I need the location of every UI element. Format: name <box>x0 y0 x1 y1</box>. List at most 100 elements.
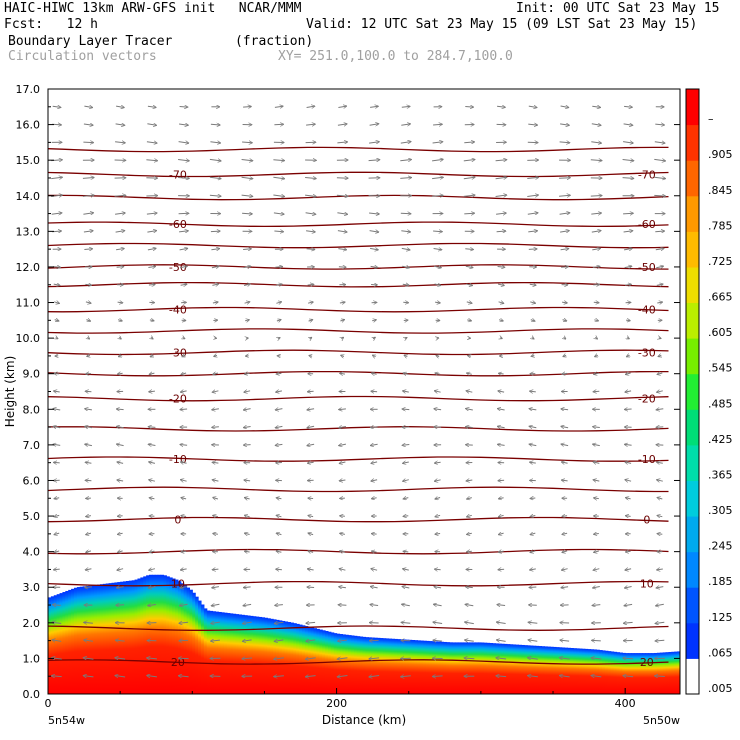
tracer-strip <box>169 577 173 694</box>
contour-label: -50 <box>638 261 656 274</box>
vector-arrow <box>370 106 378 107</box>
tracer-strip <box>356 636 361 694</box>
tracer-strip <box>226 613 231 694</box>
vector-arrow <box>371 427 378 428</box>
tracer-strip <box>261 617 266 694</box>
vector-arrow <box>82 195 94 196</box>
tracer-strip <box>307 626 312 694</box>
vector-arrow <box>181 462 187 463</box>
colorbar-label: .485 <box>708 397 733 410</box>
vector-arrow <box>179 266 187 268</box>
vector-arrow <box>371 480 378 481</box>
vector-arrow <box>54 320 59 321</box>
vector-arrow <box>432 177 443 178</box>
vector-arrow <box>657 498 663 500</box>
vector-arrow <box>83 658 94 660</box>
vector-arrow <box>86 551 92 553</box>
vector-arrow <box>336 195 348 196</box>
vector-arrow <box>433 640 443 641</box>
colorbar-swatch <box>686 89 699 126</box>
vector-arrow <box>591 142 601 143</box>
vector-arrow <box>654 195 665 196</box>
vector-arrow <box>435 391 441 392</box>
vector-arrow <box>435 534 441 535</box>
tracer-strip <box>668 651 672 694</box>
vector-arrow <box>337 142 347 143</box>
tracer-strip <box>553 646 557 694</box>
vector-arrow <box>307 444 315 445</box>
colorbar-frame <box>685 88 700 695</box>
vector-arrow <box>656 587 664 588</box>
vector-arrow <box>562 569 568 570</box>
y-tick-label: 4.0 <box>23 546 41 559</box>
vector-arrow <box>655 622 665 623</box>
x-endpoint-right: 5n50w <box>643 714 680 727</box>
tracer-strip <box>570 648 574 694</box>
tracer-strip <box>440 641 444 694</box>
vector-arrow <box>592 640 601 641</box>
vector-arrow <box>244 427 251 428</box>
tracer-strip <box>177 581 182 694</box>
vector-arrow <box>624 106 632 107</box>
vector-arrow <box>465 249 473 250</box>
vector-arrow <box>146 142 157 143</box>
tracer-strip <box>492 643 496 694</box>
vector-arrow <box>337 124 347 125</box>
tracer-strip <box>587 649 592 694</box>
vector-arrow <box>560 676 570 677</box>
vector-arrow <box>592 106 600 107</box>
vector-arrow <box>306 106 315 107</box>
contour-line <box>48 456 669 462</box>
tracer-strip <box>327 631 332 694</box>
vector-arrow <box>339 444 347 446</box>
tracer-strip <box>345 634 349 694</box>
tracer-strip <box>362 636 367 694</box>
vector-arrow <box>56 338 58 339</box>
contour-label: -20 <box>638 393 656 406</box>
tracer-strip <box>68 589 72 694</box>
vector-arrow <box>211 604 220 606</box>
vector-arrow <box>244 391 251 392</box>
vector-arrow <box>54 391 60 392</box>
vector-arrow <box>403 516 409 517</box>
vector-arrow <box>178 142 189 144</box>
vector-arrow <box>178 178 189 179</box>
vector-arrow <box>591 213 601 214</box>
tracer-strip <box>229 613 234 694</box>
vector-arrow <box>148 266 155 267</box>
header-line2-right: Valid: 12 UTC Sat 23 May 15 (09 LST Sat … <box>306 17 698 32</box>
tracer-strip <box>166 576 170 694</box>
vector-arrow <box>527 195 538 197</box>
vector-arrow <box>52 106 61 107</box>
vector-arrow <box>149 551 155 552</box>
vector-arrow <box>623 142 633 144</box>
vector-arrow <box>400 213 411 214</box>
vector-arrow <box>401 248 410 250</box>
tracer-strip <box>636 653 641 694</box>
vector-arrow <box>591 676 602 677</box>
tracer-strip <box>642 653 646 694</box>
vector-arrow <box>625 391 632 392</box>
vector-arrow <box>339 569 346 571</box>
vector-arrow <box>371 569 378 571</box>
vector-arrow <box>181 569 187 570</box>
contour-label: -50 <box>169 261 187 274</box>
vector-arrow <box>625 409 632 410</box>
vector-arrow <box>115 231 125 233</box>
vector-arrow <box>466 427 473 428</box>
tracer-strip <box>472 642 476 694</box>
vector-arrow <box>561 444 569 446</box>
tracer-strip <box>400 639 404 694</box>
vector-arrow <box>115 124 125 125</box>
vector-arrow <box>527 177 538 178</box>
vector-arrow <box>209 177 221 178</box>
tracer-strip <box>160 574 165 694</box>
tracer-strip <box>402 639 407 694</box>
vector-arrow <box>593 587 600 588</box>
contour-label: -30 <box>638 346 656 359</box>
tracer-strip <box>518 644 522 694</box>
vector-arrow <box>242 658 253 659</box>
vector-arrow <box>560 106 569 108</box>
vector-arrow <box>402 284 409 285</box>
